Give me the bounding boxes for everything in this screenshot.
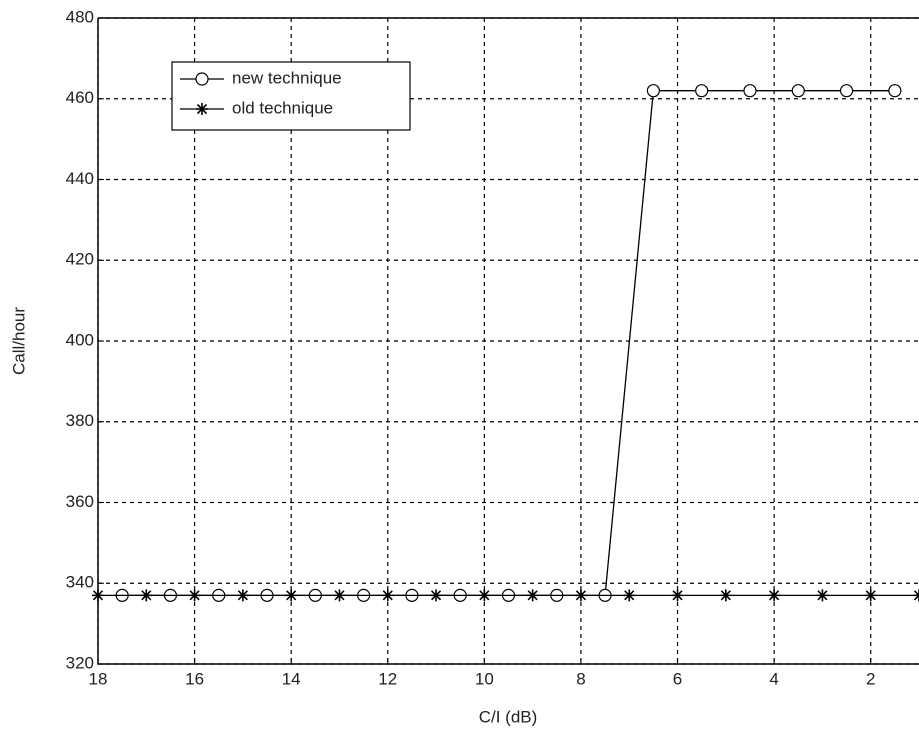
legend-marker bbox=[196, 103, 208, 115]
y-axis-label: Call/hour bbox=[9, 307, 28, 375]
x-tick-label: 14 bbox=[282, 669, 301, 688]
x-tick-label: 2 bbox=[866, 669, 875, 688]
x-tick-label: 18 bbox=[89, 669, 108, 688]
axes-frame bbox=[97, 18, 919, 665]
point bbox=[140, 589, 153, 602]
point bbox=[236, 589, 249, 602]
series-line bbox=[122, 90, 895, 597]
point bbox=[574, 589, 587, 602]
x-tick-label: 10 bbox=[475, 669, 494, 688]
legend-marker bbox=[195, 72, 209, 86]
point bbox=[743, 84, 757, 98]
point bbox=[646, 84, 660, 98]
point bbox=[92, 589, 104, 602]
point bbox=[791, 84, 805, 98]
x-tick-label: 6 bbox=[673, 669, 682, 688]
point bbox=[526, 589, 539, 602]
point bbox=[333, 589, 346, 602]
point bbox=[913, 589, 919, 602]
point bbox=[888, 84, 902, 98]
y-tick-label: 320 bbox=[66, 653, 94, 672]
y-tick-label: 340 bbox=[66, 573, 94, 592]
point bbox=[381, 589, 394, 602]
x-tick-label: 8 bbox=[576, 669, 585, 688]
point bbox=[188, 589, 201, 602]
x-axis-label: C/I (dB) bbox=[479, 707, 538, 726]
point bbox=[719, 589, 732, 602]
y-tick-label: 360 bbox=[66, 492, 94, 511]
y-tick-label: 400 bbox=[66, 330, 94, 349]
point bbox=[816, 589, 829, 602]
point bbox=[864, 589, 877, 602]
point bbox=[768, 589, 781, 602]
point bbox=[671, 589, 684, 602]
y-tick-label: 460 bbox=[66, 88, 94, 107]
point bbox=[478, 589, 491, 602]
y-tick-label: 420 bbox=[66, 250, 94, 269]
point bbox=[623, 589, 636, 602]
legend-label: old technique bbox=[232, 98, 333, 117]
x-tick-label: 12 bbox=[378, 669, 397, 688]
point bbox=[839, 84, 854, 98]
y-tick-label: 480 bbox=[66, 7, 94, 26]
point bbox=[430, 589, 443, 602]
x-tick-label: 4 bbox=[769, 669, 778, 688]
y-tick-label: 380 bbox=[66, 411, 94, 430]
legend-box bbox=[171, 61, 411, 131]
point bbox=[285, 589, 298, 602]
y-tick-label: 440 bbox=[66, 169, 94, 188]
x-tick-label: 16 bbox=[185, 669, 204, 688]
legend-label: new technique bbox=[232, 68, 342, 87]
point bbox=[695, 84, 709, 98]
